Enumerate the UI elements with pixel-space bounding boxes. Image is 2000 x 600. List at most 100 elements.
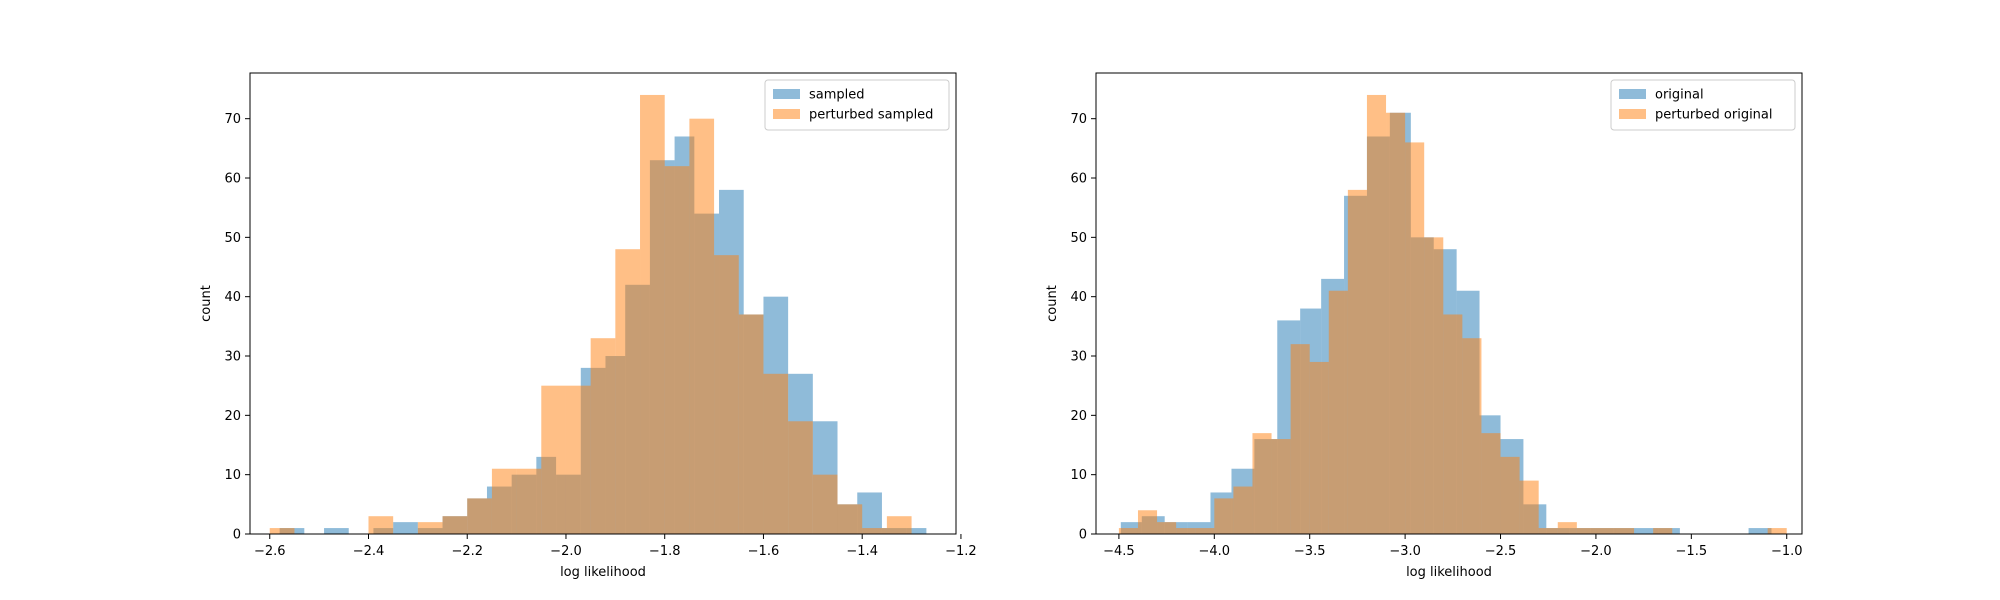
legend-label: perturbed original <box>1655 108 1773 123</box>
y-tick-label: 40 <box>224 290 241 305</box>
series-perturbed-original <box>1118 94 1787 535</box>
histogram-bar <box>1481 433 1501 534</box>
legend-swatch <box>1619 89 1646 99</box>
y-tick-label: 20 <box>224 409 241 424</box>
histogram-bar <box>491 468 517 534</box>
histogram-bar <box>467 498 492 534</box>
x-tick-label: −3.5 <box>1294 544 1326 559</box>
histogram-bar <box>788 421 813 534</box>
histogram-bar <box>442 516 468 534</box>
legend: sampled perturbed sampled <box>764 79 950 131</box>
axes-frame <box>1095 72 1803 535</box>
histogram-bar <box>615 249 641 535</box>
histogram-bar <box>1500 456 1520 534</box>
x-tick-label: −1.6 <box>748 544 780 559</box>
y-tick-label: 30 <box>224 350 241 365</box>
histogram-bar <box>1309 361 1329 534</box>
histogram-bar <box>417 522 443 534</box>
histogram-bar <box>1195 528 1215 534</box>
histogram-bar <box>541 385 566 534</box>
x-tick-label: −2.2 <box>451 544 483 559</box>
histogram-bar <box>1538 528 1558 534</box>
y-tick-label: 20 <box>1070 409 1087 424</box>
y-tick-label: 0 <box>233 528 241 543</box>
x-axis-label: log likelihood <box>1406 565 1492 580</box>
histogram-bar <box>516 468 542 534</box>
x-tick-label: −1.2 <box>945 544 977 559</box>
histogram-bar <box>1290 344 1310 534</box>
histogram-panel-sampled: −2.6 −2.4 −2.2 −2.0 −1.8 −1.6 −1.4 −1.2 0 10 20 30 4… <box>199 72 977 580</box>
histogram-bar <box>1767 528 1787 534</box>
y-tick-label: 0 <box>1079 528 1087 543</box>
y-axis-label: count <box>1045 285 1060 322</box>
legend-box <box>764 79 950 131</box>
series-perturbed-sampled <box>269 94 912 535</box>
histogram-bar <box>1176 528 1196 534</box>
x-tick-label: −2.0 <box>550 544 582 559</box>
histogram-bar <box>1595 528 1616 534</box>
legend-swatch <box>773 109 800 119</box>
histogram-bar <box>1424 237 1444 535</box>
y-tick-label: 40 <box>1070 290 1087 305</box>
legend-label: original <box>1655 88 1704 103</box>
y-tick-label: 70 <box>1070 112 1087 127</box>
x-axis-label: log likelihood <box>560 565 646 580</box>
histogram-bar <box>1557 522 1577 534</box>
histogram-bar <box>393 522 418 534</box>
histogram-bar <box>590 338 616 534</box>
histogram-bar <box>1405 142 1425 534</box>
x-tick-label: −4.0 <box>1199 544 1231 559</box>
x-tick-label: −2.0 <box>1580 544 1612 559</box>
histogram-bar <box>1519 480 1539 534</box>
histogram-bar <box>1252 433 1272 534</box>
y-tick-label: 10 <box>224 468 241 483</box>
x-tick-label: −2.6 <box>254 544 286 559</box>
histogram-bar <box>906 528 927 534</box>
legend-label: sampled <box>809 88 865 103</box>
histogram-bar <box>812 474 838 534</box>
y-tick-label: 60 <box>224 172 241 187</box>
histogram-bar <box>837 504 863 534</box>
histogram-bar <box>689 118 715 534</box>
histogram-bar <box>714 255 739 534</box>
y-tick-label: 50 <box>224 231 241 246</box>
x-tick-label: −3.0 <box>1389 544 1421 559</box>
histogram-bar <box>886 516 912 534</box>
histogram-bar <box>565 385 591 534</box>
legend: original perturbed original <box>1610 79 1796 131</box>
histogram-bar <box>1328 290 1348 534</box>
y-tick-label: 50 <box>1070 231 1087 246</box>
histogram-bar <box>1653 528 1673 534</box>
legend-swatch <box>773 89 800 99</box>
x-tick-label: −1.4 <box>846 544 878 559</box>
histogram-bar <box>324 528 349 534</box>
x-tick-label: −1.8 <box>649 544 681 559</box>
histogram-bar <box>368 516 394 534</box>
histogram-bar <box>1443 314 1463 534</box>
histogram-bar <box>1157 522 1177 534</box>
y-axis-label: count <box>199 285 214 322</box>
x-tick-label: −2.4 <box>353 544 385 559</box>
x-tick-label: −1.0 <box>1771 544 1803 559</box>
histogram-bar <box>1366 94 1387 534</box>
histogram-bar <box>738 314 764 534</box>
histogram-bar <box>1347 189 1367 534</box>
y-tick-label: 60 <box>1070 172 1087 187</box>
histogram-bar <box>1214 498 1234 534</box>
histogram-bar <box>1137 510 1158 534</box>
histogram-bar <box>1748 528 1772 534</box>
histogram-panel-original: −4.5 −4.0 −3.5 −3.0 −2.5 −2.0 −1.5 −1.0 0 10 20 30 4… <box>1045 72 1803 580</box>
y-tick-label: 10 <box>1070 468 1087 483</box>
histogram-bar <box>1386 112 1406 534</box>
histogram-bar <box>763 373 789 534</box>
histogram-bar <box>269 528 295 534</box>
axes-frame <box>249 72 957 535</box>
histogram-bar <box>664 166 690 534</box>
legend-label: perturbed sampled <box>809 108 933 123</box>
histogram-bar <box>1635 528 1659 534</box>
x-tick-label: −4.5 <box>1103 544 1135 559</box>
histogram-bar <box>640 94 665 534</box>
histogram-bar <box>1462 338 1482 534</box>
x-tick-label: −2.5 <box>1485 544 1517 559</box>
